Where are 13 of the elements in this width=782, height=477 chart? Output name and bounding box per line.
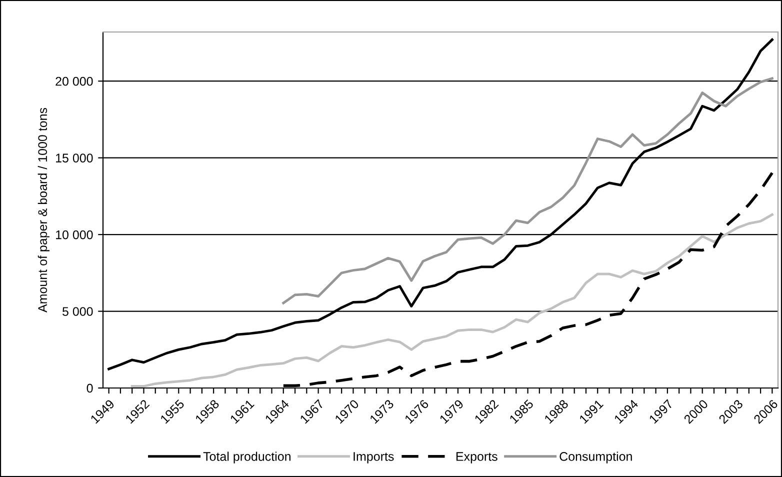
line-series xyxy=(282,77,774,304)
y-tick-label: 10 000 xyxy=(56,230,93,240)
y-tick-label: 15 000 xyxy=(56,154,93,162)
line-series xyxy=(130,213,774,388)
y-tick-label: 5 000 xyxy=(62,307,93,316)
legend-label: Imports xyxy=(354,452,394,464)
y-tick-label: 20 000 xyxy=(56,76,93,86)
legend-label: Consumption xyxy=(560,452,632,464)
y-tick-label: 0 xyxy=(86,384,93,393)
legend-label: Total production xyxy=(203,452,290,464)
legend-label: Exports xyxy=(456,452,498,464)
y-axis-title: Amount of paper & board / 1000 tons xyxy=(38,108,50,312)
line-series xyxy=(108,38,774,370)
